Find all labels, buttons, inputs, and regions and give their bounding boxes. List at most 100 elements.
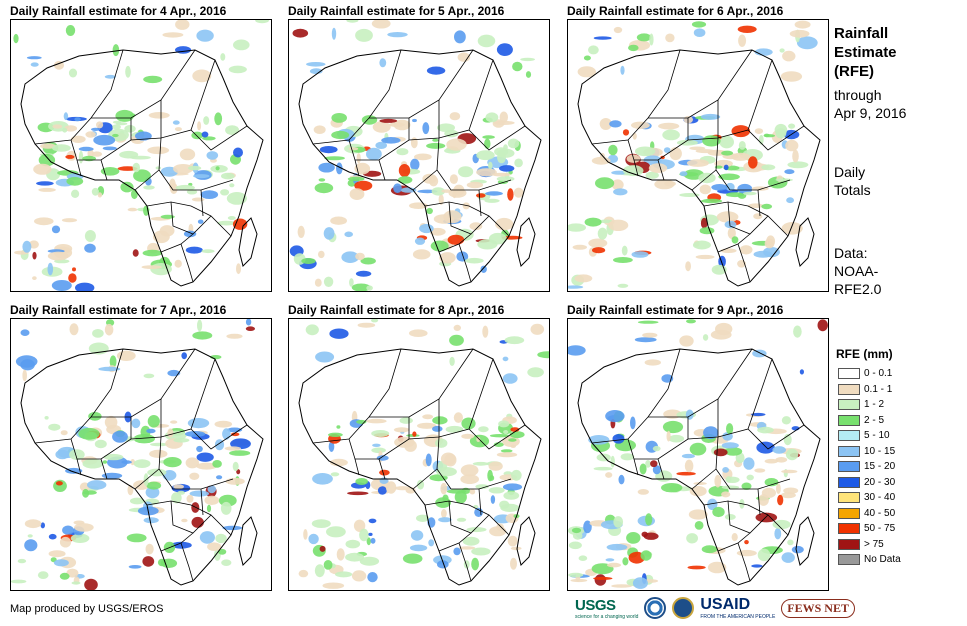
credit-text: Map produced by USGS/EROS [10, 603, 164, 615]
country-border [633, 159, 639, 177]
country-border [170, 500, 212, 534]
legend-swatch [838, 476, 860, 488]
country-border [100, 458, 108, 480]
country-border [134, 169, 160, 191]
rainfall-field [11, 319, 255, 590]
country-border [369, 49, 474, 119]
country-border [200, 488, 204, 516]
panel-title: Daily Rainfall estimate for 4 Apr., 2016 [10, 4, 227, 18]
logo-strip: USGS science for a changing world USAID FR… [575, 594, 855, 622]
country-border [458, 542, 472, 582]
country-border [657, 159, 665, 181]
legend-item: 0 - 0.1 [838, 367, 892, 380]
legend-item: > 75 [838, 538, 884, 551]
totals-label: Daily Totals [834, 164, 871, 198]
legend-swatch [838, 383, 860, 395]
country-border [747, 125, 805, 151]
country-border [354, 159, 360, 177]
legend-swatch [838, 523, 860, 534]
rainfall-field [289, 20, 535, 291]
country-border [448, 500, 490, 534]
country-border [737, 542, 751, 582]
panel-title: Daily Rainfall estimate for 6 Apr., 2016 [567, 4, 784, 18]
country-border [158, 100, 234, 191]
country-border [378, 159, 386, 181]
legend-item: 2 - 5 [838, 414, 884, 427]
country-border [412, 468, 438, 490]
madagascar-outline [238, 217, 258, 267]
country-border [478, 488, 482, 516]
country-border [458, 243, 472, 283]
country-border [190, 424, 248, 450]
country-border [657, 458, 665, 480]
legend-label: 1 - 2 [864, 399, 885, 410]
panel-title: Daily Rainfall estimate for 9 Apr., 2016 [567, 303, 784, 317]
country-border [448, 201, 490, 235]
country-border [703, 500, 789, 536]
country-border [478, 189, 482, 217]
rainfall-field [568, 20, 818, 289]
country-border [715, 399, 791, 490]
legend-swatch [838, 430, 860, 441]
country-border [76, 458, 82, 476]
madagascar-outline [516, 217, 536, 267]
legend-label: 20 - 30 [864, 476, 896, 488]
legend-item: 10 - 15 [838, 445, 895, 458]
country-border [436, 100, 512, 191]
madagascar-outline [795, 516, 815, 566]
africa-coastline [577, 49, 821, 287]
legend-item: 50 - 75 [838, 522, 895, 535]
legend-item: 5 - 10 [838, 429, 890, 442]
country-border [170, 201, 212, 235]
country-border [727, 201, 769, 235]
country-border [691, 468, 717, 490]
legend-swatch [838, 461, 860, 472]
country-border [134, 468, 160, 490]
country-border [76, 159, 82, 177]
country-border [715, 100, 791, 191]
country-border [727, 500, 769, 534]
country-border [200, 189, 204, 217]
country-border [100, 159, 108, 181]
legend-item: 0.1 - 1 [838, 383, 892, 396]
usaid-logo: USAID FROM THE AMERICAN PEOPLE [700, 596, 776, 620]
country-border [91, 49, 196, 119]
country-border [691, 169, 717, 191]
rainfall-map [567, 19, 829, 292]
madagascar-outline [238, 516, 258, 566]
legend-label: 15 - 20 [864, 461, 896, 472]
rainfall-field [568, 319, 828, 589]
data-source: Data: NOAA- RFE2.0 [834, 245, 882, 297]
country-border [180, 243, 194, 283]
country-border [158, 399, 234, 490]
rainfall-field [13, 20, 269, 291]
rainfall-map [567, 318, 829, 591]
legend-swatch [838, 445, 860, 457]
legend-swatch [838, 414, 860, 426]
country-border [747, 424, 805, 450]
fews-net-logo: FEWS NET [781, 598, 855, 618]
country-border [378, 458, 386, 480]
panel-title: Daily Rainfall estimate for 8 Apr., 2016 [288, 303, 505, 317]
country-border [703, 201, 789, 237]
legend-item: No Data [838, 553, 901, 566]
legend-label: 10 - 15 [864, 445, 896, 457]
legend-swatch [838, 538, 860, 550]
country-border [146, 500, 232, 536]
rainfall-field [298, 319, 549, 589]
rainfall-map [10, 318, 272, 591]
country-border [468, 125, 526, 151]
legend-swatch [838, 492, 860, 503]
country-border [369, 348, 474, 418]
country-border [648, 348, 753, 418]
legend-item: 20 - 30 [838, 476, 895, 489]
legend-swatch [838, 368, 860, 379]
legend-swatch [838, 399, 860, 410]
country-border [412, 169, 438, 191]
rainfall-map [10, 19, 272, 292]
rainfall-map [288, 19, 550, 292]
legend-label: 0.1 - 1 [864, 383, 893, 395]
legend-label: > 75 [864, 538, 884, 550]
country-border [633, 458, 639, 476]
legend-label: No Data [864, 554, 901, 565]
